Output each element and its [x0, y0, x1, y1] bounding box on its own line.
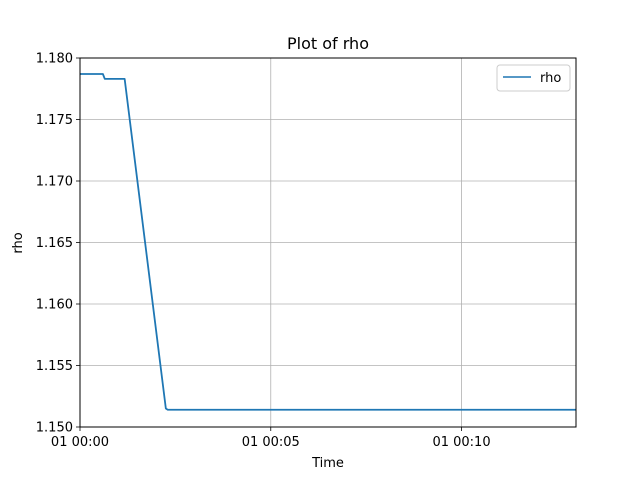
- series-line-rho: [80, 73, 576, 411]
- x-tick-label: 01 00:05: [242, 435, 300, 450]
- y-tick-label: 1.155: [36, 359, 73, 374]
- y-axis: 1.150 1.155 1.160 1.165 1.170 1.175 1.180: [36, 52, 80, 436]
- series-layer: [80, 73, 576, 411]
- y-tick-label: 1.170: [36, 175, 73, 190]
- legend-label-rho: rho: [540, 71, 561, 86]
- y-tick-label: 1.175: [36, 113, 73, 128]
- y-tick-label: 1.160: [36, 298, 73, 313]
- legend: rho: [496, 64, 571, 92]
- x-tick-label: 01 00:00: [51, 435, 109, 450]
- y-tick-label: 1.150: [36, 421, 73, 436]
- x-tick-label: 01 00:10: [432, 435, 490, 450]
- x-axis-title: Time: [311, 456, 344, 471]
- x-axis: 01 00:00 01 00:05 01 00:10: [51, 427, 491, 450]
- chart-title: Plot of rho: [287, 34, 369, 53]
- y-axis-title: rho: [11, 232, 26, 253]
- y-tick-label: 1.165: [36, 236, 73, 251]
- y-tick-label: 1.180: [36, 52, 73, 67]
- legend-box: [496, 64, 571, 92]
